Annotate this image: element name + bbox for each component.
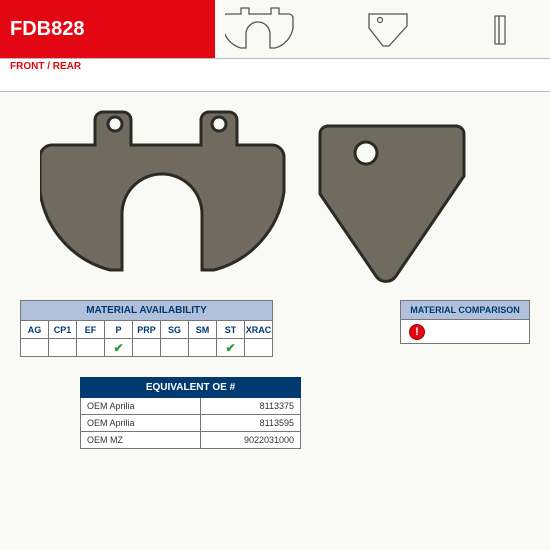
availability-col: CP1 bbox=[49, 321, 77, 339]
availability-cell bbox=[133, 339, 161, 357]
availability-cell bbox=[77, 339, 105, 357]
comparison-body: ! bbox=[400, 320, 530, 344]
availability-col: SG bbox=[161, 321, 189, 339]
product-code: FDB828 bbox=[10, 18, 84, 41]
check-icon: ✔ bbox=[113, 341, 123, 355]
oe-number: 8113375 bbox=[201, 398, 301, 415]
availability-col: ST bbox=[217, 321, 245, 339]
position-label: FRONT / REAR bbox=[10, 61, 81, 72]
availability-cell bbox=[49, 339, 77, 357]
oe-number: 8113595 bbox=[201, 415, 301, 432]
warning-icon: ! bbox=[409, 324, 425, 340]
availability-col: P bbox=[105, 321, 133, 339]
oe-row: OEM Aprilia8113595 bbox=[81, 415, 301, 432]
material-comparison: MATERIAL COMPARISON ! bbox=[400, 300, 530, 344]
availability-col: XRAC bbox=[245, 321, 273, 339]
oe-name: OEM Aprilia bbox=[81, 415, 201, 432]
thickness-icon bbox=[493, 14, 507, 46]
position-bar: FRONT / REAR bbox=[0, 58, 550, 92]
availability-header: MATERIAL AVAILABILITY bbox=[21, 301, 273, 321]
availability-col: AG bbox=[21, 321, 49, 339]
availability-col: SM bbox=[189, 321, 217, 339]
oe-row: OEM Aprilia8113375 bbox=[81, 398, 301, 415]
availability-cell: ✔ bbox=[217, 339, 245, 357]
availability-cell bbox=[245, 339, 273, 357]
oe-number: 9022031000 bbox=[201, 432, 301, 449]
availability-col: PRP bbox=[133, 321, 161, 339]
pad1-outline-icon bbox=[225, 6, 295, 51]
big-pads bbox=[40, 110, 470, 293]
comparison-header: MATERIAL COMPARISON bbox=[400, 300, 530, 320]
oe-name: OEM MZ bbox=[81, 432, 201, 449]
availability-cell bbox=[161, 339, 189, 357]
oe-header: EQUIVALENT OE # bbox=[81, 378, 301, 398]
tables-area: MATERIAL AVAILABILITY AGCP1EFPPRPSGSMSTX… bbox=[20, 300, 530, 449]
pad2-outline-icon bbox=[365, 10, 411, 50]
availability-cell bbox=[189, 339, 217, 357]
check-icon: ✔ bbox=[225, 341, 235, 355]
material-availability-table: MATERIAL AVAILABILITY AGCP1EFPPRPSGSMSTX… bbox=[20, 300, 273, 357]
equivalent-oe-table: EQUIVALENT OE # OEM Aprilia8113375OEM Ap… bbox=[80, 377, 301, 449]
brand-bar: FDB828 bbox=[0, 0, 215, 58]
availability-cell bbox=[21, 339, 49, 357]
availability-cell: ✔ bbox=[105, 339, 133, 357]
availability-col: EF bbox=[77, 321, 105, 339]
oe-name: OEM Aprilia bbox=[81, 398, 201, 415]
oe-row: OEM MZ9022031000 bbox=[81, 432, 301, 449]
